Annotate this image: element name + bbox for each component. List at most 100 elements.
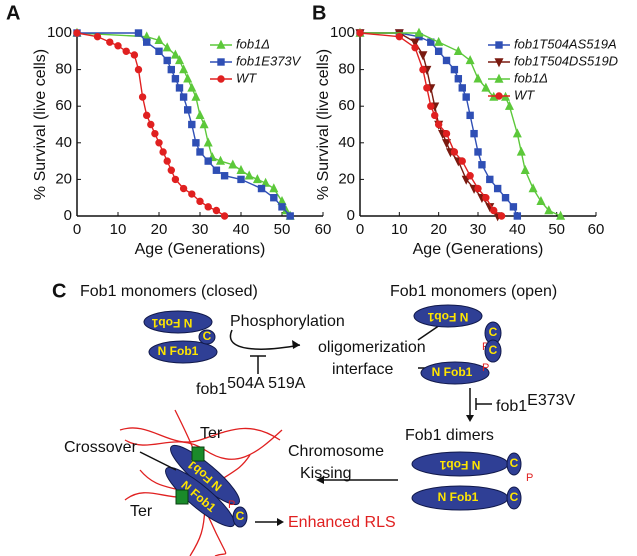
marker [220, 212, 229, 220]
marker [423, 84, 431, 92]
marker [159, 148, 167, 156]
arrowhead [316, 476, 324, 484]
marker [257, 184, 266, 193]
marker [151, 129, 159, 138]
protein [420, 361, 490, 385]
x-tick-label: 60 [588, 221, 605, 238]
c-label: C [510, 490, 519, 504]
legend-marker [495, 41, 503, 49]
x-tick-label: 0 [356, 221, 364, 238]
legend-label: fob1T504DS519D [514, 53, 618, 68]
c-label: C [236, 509, 245, 523]
marker [486, 175, 494, 184]
y-axis-label: % Survival (live cells) [32, 49, 49, 200]
protein-label: N Fob1 [439, 458, 480, 472]
legend-marker [494, 73, 504, 83]
protein [143, 310, 213, 334]
x-axis-label: Age (Generations) [135, 241, 266, 258]
marker [171, 175, 180, 184]
panel-label: C [52, 280, 66, 302]
label: Phosphorylation [230, 313, 345, 330]
y-tick-label: 0 [64, 207, 72, 224]
marker [196, 197, 204, 206]
legend-marker [495, 92, 503, 100]
marker [192, 139, 200, 147]
marker [143, 111, 151, 120]
marker [442, 139, 452, 149]
marker [195, 110, 205, 120]
marker [434, 36, 444, 46]
marker [481, 82, 491, 92]
marker [261, 177, 271, 187]
marker [470, 129, 478, 138]
marker [269, 183, 279, 193]
marker [203, 137, 213, 147]
y-tick-label: 40 [338, 134, 355, 151]
marker [454, 75, 463, 83]
label: Ter [200, 425, 223, 442]
panel-label: B [312, 2, 326, 24]
c-label: C [510, 456, 519, 470]
marker [474, 184, 482, 193]
marker [442, 56, 451, 65]
label: Kissing [300, 465, 352, 482]
y-tick-label: 60 [55, 97, 72, 114]
marker [188, 120, 196, 129]
marker [544, 205, 554, 215]
label: Fob1 monomers (open) [390, 283, 557, 300]
marker [147, 120, 155, 129]
marker [122, 47, 130, 55]
marker [93, 32, 102, 41]
protein [413, 304, 483, 328]
c-domain [232, 506, 248, 528]
marker [419, 65, 427, 74]
legend-marker [217, 58, 225, 66]
marker [466, 111, 474, 120]
marker [411, 43, 419, 52]
marker [188, 190, 196, 198]
label: fob1E373V [496, 392, 576, 415]
label: Chromosome [288, 443, 384, 460]
c-domain [506, 486, 522, 510]
marker [106, 38, 114, 46]
ter-site [191, 446, 205, 462]
label: Fob1 monomers (closed) [80, 283, 258, 300]
marker [163, 56, 171, 65]
legend-label: fob1Δ [236, 36, 270, 51]
marker [410, 38, 420, 48]
marker [458, 157, 466, 165]
marker [516, 146, 526, 156]
marker [501, 194, 510, 202]
marker [179, 93, 188, 101]
y-tick-label: 20 [338, 170, 355, 187]
x-tick-label: 20 [430, 221, 447, 238]
marker [175, 84, 184, 92]
legend-label: WT [236, 70, 257, 85]
marker [453, 45, 463, 55]
marker [395, 32, 404, 41]
marker [509, 203, 518, 211]
arrowhead [277, 518, 284, 526]
c-label: C [203, 329, 212, 343]
c-domain [506, 452, 522, 476]
x-tick-label: 10 [110, 221, 127, 238]
marker [536, 196, 546, 206]
marker [212, 206, 221, 215]
marker [134, 65, 143, 74]
marker [204, 157, 212, 165]
marker [244, 170, 254, 180]
protein-label: N Fob1 [158, 344, 199, 358]
x-tick-label: 30 [192, 221, 209, 238]
protein [165, 466, 235, 528]
label: interface [332, 361, 393, 378]
marker [466, 172, 474, 180]
legend-marker [217, 75, 225, 83]
marker [493, 184, 502, 193]
series-line [76, 32, 225, 217]
marker [497, 212, 506, 220]
phospho-label: P [482, 362, 489, 374]
marker [155, 47, 163, 55]
marker [215, 155, 226, 165]
legend-label: fob1E373V [236, 53, 302, 68]
label: Fob1 dimers [405, 427, 494, 444]
